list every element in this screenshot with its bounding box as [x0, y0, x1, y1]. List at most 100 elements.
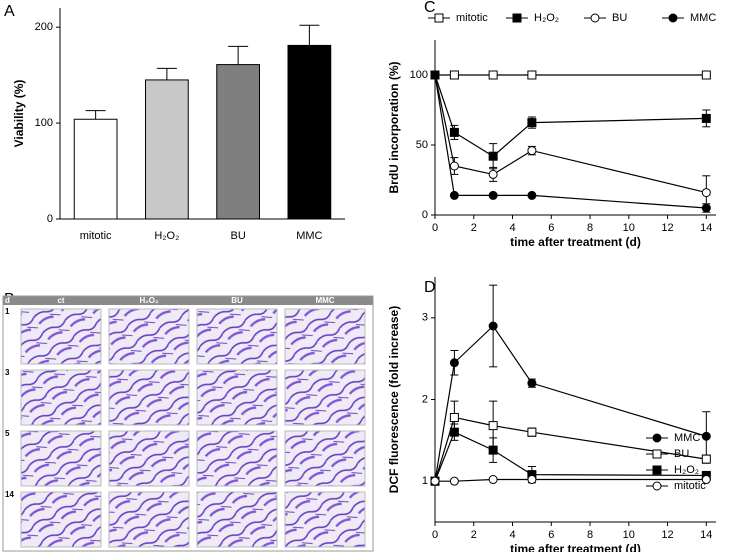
legend-marker [652, 449, 662, 459]
x-tick-label: 12 [661, 529, 673, 541]
marker [701, 431, 711, 441]
y-tick-label: 3 [422, 312, 428, 324]
marker [701, 475, 711, 485]
x-tick-label: 10 [623, 222, 635, 234]
x-tick-label: 10 [623, 529, 635, 541]
series-line [434, 416, 707, 482]
micrograph [108, 491, 190, 548]
column-label: BU [231, 296, 243, 305]
marker [488, 321, 498, 331]
micrograph [284, 369, 366, 426]
legend-label: mitotic [456, 12, 488, 24]
legend-label: mitotic [674, 480, 706, 492]
x-tick-label: 12 [661, 222, 673, 234]
x-tick-label: 14 [700, 529, 712, 541]
column-label: ct [57, 296, 64, 305]
micrograph [20, 308, 102, 365]
series-line [434, 325, 707, 482]
x-tick-label: 6 [548, 529, 554, 541]
row-label: 3 [5, 368, 10, 377]
legend-label: BU [612, 12, 627, 24]
series-line [434, 74, 707, 194]
micrograph [284, 308, 366, 365]
legend-label: BU [674, 448, 689, 460]
marker [488, 475, 498, 485]
series-line [434, 431, 707, 482]
column-label: MMC [315, 296, 334, 305]
marker [488, 190, 498, 200]
panel-label: D [424, 279, 436, 296]
legend-label: MMC [674, 432, 700, 444]
marker [701, 203, 711, 213]
micrograph [284, 491, 366, 548]
bar [73, 118, 118, 220]
grid-frame [2, 295, 374, 552]
micrograph [108, 308, 190, 365]
micrograph [108, 430, 190, 487]
y-axis-label: Viability (%) [12, 80, 26, 148]
x-tick-label: 2 [471, 222, 477, 234]
micrograph [196, 491, 278, 548]
x-tick-label: 0 [432, 529, 438, 541]
y-axis-label: BrdU incorporation (%) [387, 62, 401, 194]
row-label: 14 [5, 490, 14, 499]
column-label: H₂O₂ [139, 296, 159, 305]
marker [488, 421, 498, 431]
y-tick-label: 200 [35, 21, 53, 33]
bar [145, 79, 189, 220]
marker [449, 190, 459, 200]
x-tick-label: 4 [509, 222, 515, 234]
y-tick-label: 0 [422, 209, 428, 221]
marker [449, 161, 459, 171]
series-line [435, 478, 707, 482]
micrograph [108, 369, 190, 426]
marker [701, 454, 711, 464]
marker [527, 378, 537, 388]
marker [488, 151, 498, 161]
legend-marker [652, 433, 662, 443]
x-tick-label: 0 [432, 222, 438, 234]
micrograph [196, 308, 278, 365]
x-tick-label: 2 [471, 529, 477, 541]
y-tick-label: 1 [422, 475, 428, 487]
micrograph [20, 369, 102, 426]
marker [449, 127, 459, 137]
marker [488, 445, 498, 455]
y-tick-label: 100 [35, 117, 53, 129]
micrograph [20, 430, 102, 487]
micrograph [284, 430, 366, 487]
marker [701, 188, 711, 198]
bar [287, 44, 332, 220]
x-tick-label: 8 [587, 222, 593, 234]
x-tick-label: 6 [548, 222, 554, 234]
row-label: 1 [5, 307, 10, 316]
x-tick-label: 8 [587, 529, 593, 541]
micrograph [20, 491, 102, 548]
micrograph [196, 430, 278, 487]
legend-marker [652, 465, 662, 475]
x-tick-label: mitotic [80, 230, 112, 242]
micrograph [196, 369, 278, 426]
marker [701, 70, 711, 80]
legend-marker [434, 13, 444, 23]
panel-label: A [4, 3, 15, 20]
legend-marker [590, 13, 600, 23]
x-tick-label: MMC [296, 230, 322, 242]
x-tick-label: 14 [700, 222, 712, 234]
y-tick-label: 2 [422, 393, 428, 405]
y-axis-label: DCF fluorescence (fold increase) [387, 306, 401, 493]
panel-label: C [424, 0, 436, 16]
marker [527, 190, 537, 200]
y-tick-label: 0 [47, 213, 53, 225]
marker [488, 70, 498, 80]
marker [449, 412, 459, 422]
legend-label: H₂O₂ [674, 464, 699, 476]
row-label: 5 [5, 429, 10, 438]
marker [701, 113, 711, 123]
legend-marker [512, 13, 522, 23]
marker [430, 70, 440, 80]
legend-marker [652, 481, 662, 491]
y-tick-label: 100 [410, 69, 428, 81]
marker [449, 427, 459, 437]
